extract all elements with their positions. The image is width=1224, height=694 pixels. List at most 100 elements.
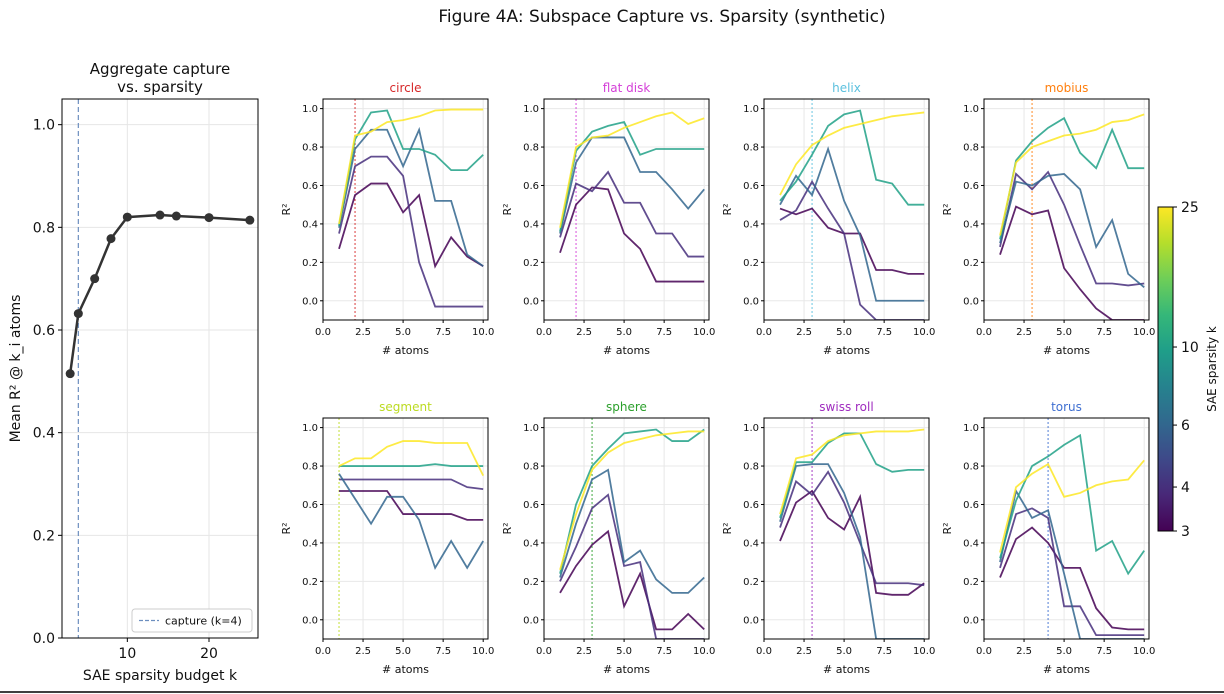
xtick-label: 10	[118, 646, 136, 662]
x-axis-label: # atoms	[382, 663, 429, 676]
series-group	[999, 418, 1145, 639]
ytick-label: 0.4	[963, 219, 979, 230]
series-line-k3	[559, 529, 705, 631]
panel-circle: 0.0 0.2 0.4 0.6 0.8 1.0 0.0 2.5 5.0 7.5 10.0 circle…	[280, 81, 494, 357]
xtick-label: 2.5	[1016, 327, 1032, 338]
series-line-k10	[779, 109, 925, 206]
x-axis-label: # atoms	[1043, 344, 1090, 357]
ytick-label: 1.0	[963, 423, 979, 434]
series-line-k10	[559, 121, 705, 232]
ytick-label: 0.0	[743, 296, 759, 307]
x-axis-label: # atoms	[823, 663, 870, 676]
xtick-label: 5.0	[616, 646, 632, 657]
xtick-label: 10.0	[913, 646, 935, 657]
xtick-label: 10.0	[693, 327, 715, 338]
xtick-label: 5.0	[395, 327, 411, 338]
panel-flat-disk: 0.0 0.2 0.4 0.6 0.8 1.0 0.0 2.5 5.0 7.5 10.0 flat d…	[501, 81, 715, 357]
figure-title: Figure 4A: Subspace Capture vs. Sparsity…	[438, 7, 885, 27]
ytick-label: 0.2	[743, 577, 759, 588]
colorbar-gradient	[1157, 206, 1174, 532]
ytick-label: 0.0	[963, 615, 979, 626]
panel-title: vs. sparsity	[117, 78, 203, 96]
xtick-label: 10.0	[472, 327, 494, 338]
panel-title: flat disk	[603, 81, 651, 95]
colorbar: 3 4 6 10 25 SAE sparsity k	[1157, 200, 1219, 540]
series-line-k25	[559, 430, 705, 571]
colorbar-label: SAE sparsity k	[1205, 326, 1219, 412]
panel-torus: 0.0 0.2 0.4 0.6 0.8 1.0 0.0 2.5 5.0 7.5 10.0 torus #…	[941, 400, 1155, 676]
colorbar-tick-label: 10	[1181, 340, 1199, 356]
panel-mobius: 0.0 0.2 0.4 0.6 0.8 1.0 0.0 2.5 5.0 7.5 10.0 mobius…	[941, 81, 1155, 357]
xtick-label: 10.0	[1133, 327, 1155, 338]
xtick-label: 2.5	[576, 327, 592, 338]
aggregate-point	[122, 212, 132, 222]
ytick-label: 0.6	[523, 181, 539, 192]
series-line-k6	[779, 146, 925, 302]
series-line-k6	[999, 173, 1145, 289]
y-axis-label: R²	[721, 522, 734, 534]
ytick-label: 0.4	[302, 219, 318, 230]
series-line-k10	[779, 432, 925, 519]
ytick-label: 0.8	[743, 143, 759, 154]
plots-layer: 0.0 0.2 0.4 0.6 0.8 1.0 10 20 Aggregate capturev…	[8, 60, 1155, 684]
series-line-k3	[339, 490, 484, 521]
ytick-label: 0.4	[302, 538, 318, 549]
x-axis-label: # atoms	[382, 344, 429, 357]
panel-title: swiss roll	[819, 400, 873, 414]
panel-segment: 0.0 0.2 0.4 0.6 0.8 1.0 0.0 2.5 5.0 7.5 10.0 segmen…	[280, 400, 494, 676]
ytick-label: 0.8	[302, 143, 318, 154]
aggregate-line	[68, 213, 250, 374]
series-line-k25	[338, 108, 484, 225]
ytick-label: 1.0	[963, 104, 979, 115]
y-axis-label: R²	[501, 203, 514, 215]
xtick-label: 2.5	[355, 646, 371, 657]
series-group	[559, 99, 705, 320]
series-line-k3	[559, 186, 705, 283]
xtick-label: 10.0	[472, 646, 494, 657]
ytick-label: 0.0	[33, 631, 55, 647]
ytick-label: 0.4	[963, 538, 979, 549]
ytick-label: 0.0	[743, 615, 759, 626]
aggregate-point	[65, 369, 75, 379]
xtick-label: 0.0	[536, 327, 552, 338]
aggregate-point	[155, 210, 165, 220]
xtick-label: 10.0	[1133, 646, 1155, 657]
series-group	[999, 99, 1145, 320]
ytick-label: 0.6	[743, 500, 759, 511]
x-axis-label: SAE sparsity budget k	[83, 668, 238, 684]
xtick-label: 10.0	[693, 646, 715, 657]
y-axis-label: R²	[501, 522, 514, 534]
axes-frame	[322, 98, 489, 321]
xtick-label: 5.0	[395, 646, 411, 657]
ytick-label: 0.2	[743, 258, 759, 269]
ytick-label: 0.6	[523, 500, 539, 511]
axes-frame	[543, 98, 710, 321]
xtick-label: 0.0	[536, 646, 552, 657]
ytick-label: 1.0	[523, 104, 539, 115]
panel-title: Aggregate capture	[90, 60, 230, 78]
ytick-label: 1.0	[743, 104, 759, 115]
axes-frame	[983, 417, 1150, 640]
legend-label: capture (k=4)	[165, 615, 242, 628]
panel-title: helix	[832, 81, 861, 95]
ytick-label: 0.8	[33, 220, 55, 236]
panel-sphere: 0.0 0.2 0.4 0.6 0.8 1.0 0.0 2.5 5.0 7.5 10.0 sphere…	[501, 400, 715, 676]
axes-frame	[543, 417, 710, 640]
ytick-label: 0.4	[33, 426, 55, 442]
series-line-k25	[999, 113, 1145, 236]
ytick-label: 0.4	[523, 538, 539, 549]
series-line-k4	[339, 478, 484, 490]
x-axis-label: # atoms	[823, 344, 870, 357]
ytick-label: 0.6	[743, 181, 759, 192]
series-line-k4	[559, 493, 705, 639]
axes-frame	[61, 98, 259, 639]
y-axis-label: R²	[280, 522, 293, 534]
ytick-label: 0.0	[523, 615, 539, 626]
axes-frame	[763, 98, 930, 321]
aggregate-point	[204, 213, 214, 223]
series-line-k10	[559, 428, 705, 574]
ytick-label: 0.6	[302, 500, 318, 511]
colorbar-tick-label: 4	[1181, 480, 1190, 496]
xtick-label: 5.0	[836, 646, 852, 657]
